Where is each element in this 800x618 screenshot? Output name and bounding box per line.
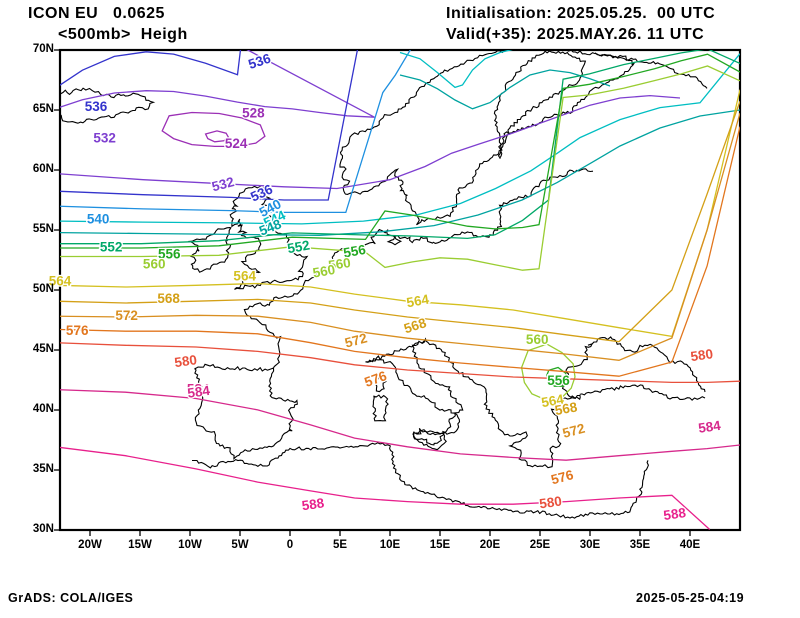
svg-text:536: 536 xyxy=(85,99,108,114)
svg-text:580: 580 xyxy=(173,352,197,370)
svg-text:560: 560 xyxy=(312,262,337,281)
svg-text:532: 532 xyxy=(93,131,116,146)
svg-text:536: 536 xyxy=(246,51,273,72)
svg-text:560: 560 xyxy=(143,257,166,272)
svg-text:528: 528 xyxy=(242,106,265,121)
svg-text:576: 576 xyxy=(362,368,389,390)
svg-text:588: 588 xyxy=(662,505,687,523)
svg-text:576: 576 xyxy=(66,323,89,338)
svg-text:524: 524 xyxy=(225,136,248,151)
svg-text:584: 584 xyxy=(186,383,211,401)
svg-text:568: 568 xyxy=(554,399,579,418)
svg-text:560: 560 xyxy=(526,332,549,347)
svg-text:588: 588 xyxy=(301,495,326,513)
svg-text:580: 580 xyxy=(538,493,562,511)
svg-text:572: 572 xyxy=(343,330,369,350)
svg-text:584: 584 xyxy=(697,418,722,436)
svg-text:556: 556 xyxy=(547,373,570,388)
svg-text:576: 576 xyxy=(549,467,575,487)
svg-text:572: 572 xyxy=(115,308,138,323)
svg-text:572: 572 xyxy=(561,421,587,441)
svg-text:568: 568 xyxy=(157,291,180,306)
svg-text:540: 540 xyxy=(87,211,110,226)
svg-text:564: 564 xyxy=(405,292,430,311)
svg-text:532: 532 xyxy=(210,174,236,194)
svg-text:580: 580 xyxy=(690,346,714,364)
svg-text:552: 552 xyxy=(100,239,123,254)
svg-text:552: 552 xyxy=(286,238,311,257)
svg-text:564: 564 xyxy=(233,268,256,283)
